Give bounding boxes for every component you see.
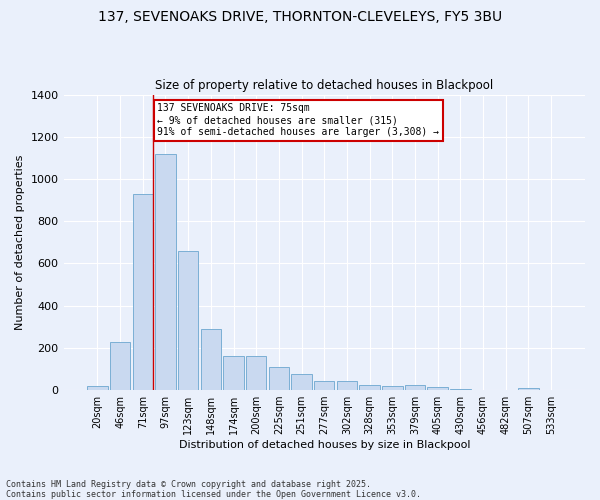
Bar xyxy=(87,386,107,390)
X-axis label: Distribution of detached houses by size in Blackpool: Distribution of detached houses by size … xyxy=(179,440,470,450)
Bar xyxy=(110,342,130,390)
Bar xyxy=(427,387,448,390)
Bar xyxy=(382,386,403,390)
Text: Contains HM Land Registry data © Crown copyright and database right 2025.
Contai: Contains HM Land Registry data © Crown c… xyxy=(6,480,421,499)
Bar xyxy=(518,388,539,390)
Bar xyxy=(223,356,244,390)
Bar xyxy=(155,154,176,390)
Bar xyxy=(359,385,380,390)
Bar xyxy=(200,329,221,390)
Bar xyxy=(292,374,312,390)
Bar xyxy=(450,389,470,390)
Bar xyxy=(337,381,357,390)
Bar xyxy=(246,356,266,390)
Y-axis label: Number of detached properties: Number of detached properties xyxy=(15,154,25,330)
Text: 137, SEVENOAKS DRIVE, THORNTON-CLEVELEYS, FY5 3BU: 137, SEVENOAKS DRIVE, THORNTON-CLEVELEYS… xyxy=(98,10,502,24)
Title: Size of property relative to detached houses in Blackpool: Size of property relative to detached ho… xyxy=(155,79,493,92)
Bar xyxy=(405,386,425,390)
Text: 137 SEVENOAKS DRIVE: 75sqm
← 9% of detached houses are smaller (315)
91% of semi: 137 SEVENOAKS DRIVE: 75sqm ← 9% of detac… xyxy=(157,104,439,136)
Bar xyxy=(314,381,334,390)
Bar xyxy=(133,194,153,390)
Bar xyxy=(178,251,199,390)
Bar xyxy=(269,367,289,390)
